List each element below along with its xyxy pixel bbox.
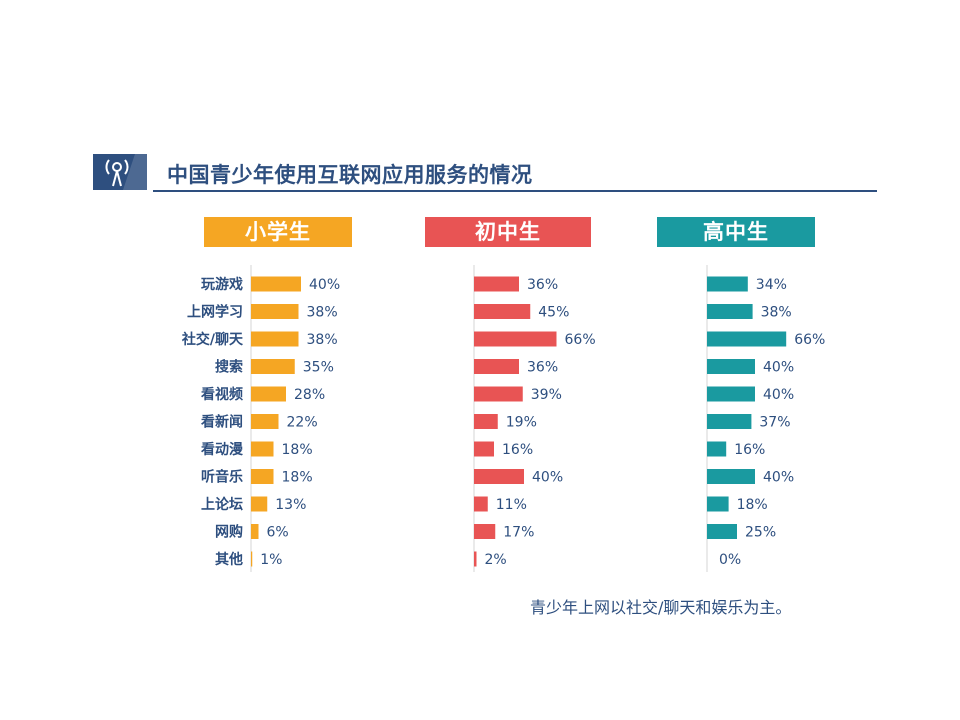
group-label-primary: 小学生: [204, 217, 352, 247]
bar: [707, 414, 752, 429]
value-label: 22%: [287, 415, 318, 431]
bar: [707, 524, 737, 539]
category-label: 网购: [215, 524, 243, 541]
value-label: 13%: [275, 497, 306, 513]
category-label: 看视频: [200, 386, 243, 403]
value-label: 18%: [282, 442, 313, 458]
value-label: 16%: [502, 442, 533, 458]
value-label: 1%: [260, 552, 282, 568]
value-label: 6%: [267, 525, 289, 541]
footnote: 青少年上网以社交/聊天和娱乐为主。: [530, 598, 792, 617]
category-label: 社交/聊天: [181, 331, 244, 348]
bar: [707, 304, 753, 319]
bar: [474, 331, 557, 347]
category-label: 看新闻: [200, 414, 243, 431]
value-label: 66%: [565, 332, 596, 348]
bar: [251, 331, 299, 347]
bar: [251, 276, 301, 292]
value-label: 25%: [745, 525, 776, 541]
value-label: 45%: [538, 305, 569, 321]
value-label: 18%: [737, 497, 768, 513]
bar: [251, 496, 268, 512]
bar: [474, 304, 531, 319]
bar: [251, 441, 274, 457]
value-label: 16%: [734, 442, 765, 458]
value-label: 40%: [532, 470, 563, 486]
value-label: 40%: [763, 387, 794, 403]
bar: [251, 386, 286, 402]
bar: [474, 359, 519, 374]
bar: [474, 551, 477, 567]
bar: [251, 524, 259, 539]
title-rule: [153, 190, 877, 192]
value-label: 28%: [294, 387, 325, 403]
value-label: 38%: [761, 305, 792, 321]
bar: [474, 386, 523, 402]
bar: [707, 496, 729, 512]
value-label: 2%: [485, 552, 507, 568]
bar: [474, 441, 494, 457]
bar: [474, 469, 524, 484]
category-label: 上网学习: [187, 304, 243, 321]
value-label: 39%: [531, 387, 562, 403]
bar: [251, 551, 253, 567]
chart-title: 中国青少年使用互联网应用服务的情况: [167, 163, 533, 187]
bar: [251, 304, 299, 319]
value-label: 40%: [763, 470, 794, 486]
value-label: 36%: [527, 277, 558, 293]
value-label: 19%: [506, 415, 537, 431]
group-label-high: 高中生: [657, 217, 815, 247]
value-label: 18%: [282, 470, 313, 486]
value-label: 34%: [756, 277, 787, 293]
value-label: 66%: [794, 332, 825, 348]
chart-header: 中国青少年使用互联网应用服务的情况: [93, 150, 877, 195]
bar: [474, 276, 519, 292]
bar: [251, 359, 295, 374]
value-label: 11%: [496, 497, 527, 513]
value-label: 40%: [309, 277, 340, 293]
bar: [707, 469, 755, 484]
bar: [707, 331, 787, 347]
bar: [251, 469, 274, 484]
bar: [474, 496, 488, 512]
category-label: 其他: [215, 551, 243, 568]
bar: [707, 386, 755, 402]
bar: [707, 441, 727, 457]
bar: [251, 414, 279, 429]
category-label: 听音乐: [201, 469, 243, 486]
category-label: 看动漫: [200, 441, 244, 458]
bar: [474, 524, 496, 539]
value-label: 38%: [307, 305, 338, 321]
category-label: 玩游戏: [201, 276, 243, 293]
bar: [707, 276, 748, 292]
value-label: 17%: [503, 525, 534, 541]
value-label: 37%: [759, 415, 790, 431]
value-label: 35%: [303, 360, 334, 376]
value-label: 40%: [763, 360, 794, 376]
bar: [474, 414, 498, 429]
category-label: 搜索: [215, 359, 243, 376]
bar: [707, 359, 755, 374]
group-label-middle: 初中生: [425, 217, 591, 247]
value-label: 0%: [719, 552, 741, 568]
value-label: 36%: [527, 360, 558, 376]
value-label: 38%: [307, 332, 338, 348]
category-label: 上论坛: [201, 496, 243, 513]
signal-tower-icon: [93, 154, 147, 190]
